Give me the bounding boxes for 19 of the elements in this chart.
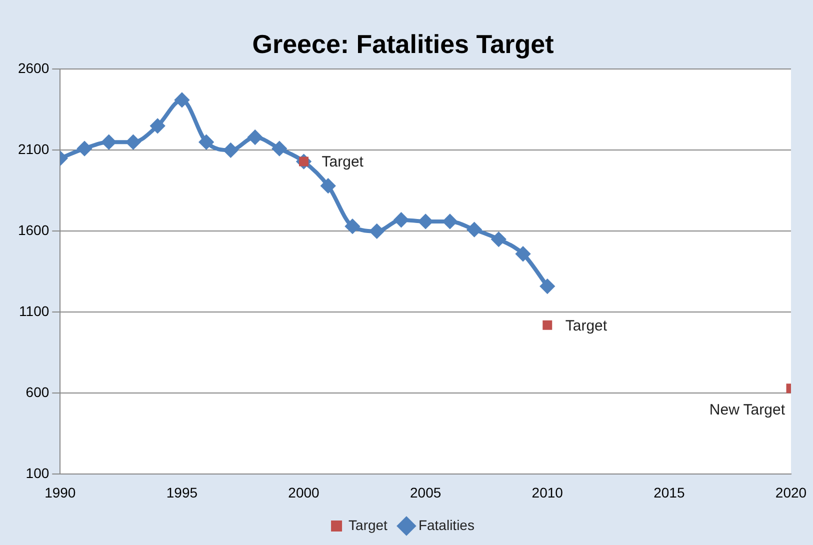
- chart-title: Greece: Fatalities Target: [252, 28, 554, 59]
- annotation: New Target: [709, 401, 786, 418]
- y-tick-label: 1100: [19, 303, 50, 320]
- y-tick-label: 2600: [18, 60, 50, 76]
- x-tick-label: 2000: [288, 484, 320, 500]
- x-tick-label: 1990: [44, 484, 76, 500]
- y-tick-label: 1600: [18, 222, 50, 238]
- legend-label: Target: [348, 516, 388, 533]
- x-tick-label: 1995: [166, 484, 198, 500]
- x-tick-label: 2010: [532, 484, 564, 500]
- x-tick-label: 2015: [654, 484, 685, 500]
- y-tick-label: 100: [26, 465, 50, 482]
- x-tick-label: 2020: [775, 484, 807, 500]
- y-tick-label: 600: [26, 384, 50, 400]
- x-tick-label: 2005: [410, 484, 442, 500]
- y-tick-label: 2100: [18, 141, 50, 158]
- legend-label: Fatalities: [418, 516, 474, 533]
- annotation: Target: [322, 154, 364, 171]
- annotation: Target: [565, 317, 608, 334]
